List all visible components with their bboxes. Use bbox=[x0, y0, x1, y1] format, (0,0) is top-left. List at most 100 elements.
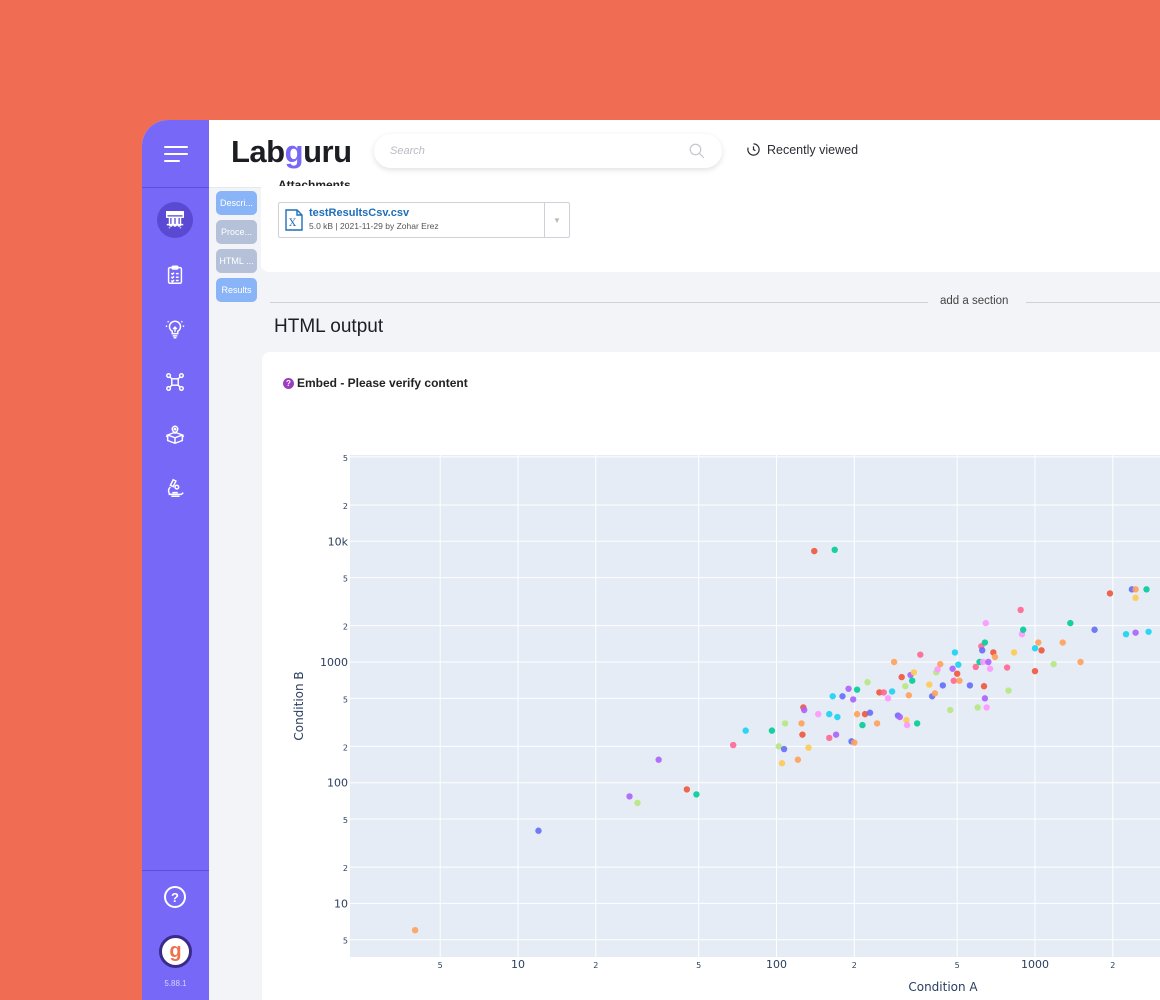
data-point[interactable] bbox=[981, 639, 989, 646]
data-point[interactable] bbox=[956, 677, 963, 684]
data-point[interactable] bbox=[851, 739, 858, 746]
data-point[interactable] bbox=[1145, 628, 1152, 635]
data-point[interactable] bbox=[986, 665, 994, 672]
data-point[interactable] bbox=[966, 682, 974, 689]
attachment-file[interactable]: X testResultsCsv.csv 5.0 kB | 2021-11-29… bbox=[278, 202, 570, 238]
data-point[interactable] bbox=[1050, 660, 1057, 668]
section-tab-results[interactable]: Results bbox=[216, 278, 257, 302]
data-point[interactable] bbox=[1077, 658, 1084, 666]
data-point[interactable] bbox=[626, 793, 633, 800]
data-point[interactable] bbox=[634, 799, 641, 807]
data-point[interactable] bbox=[1132, 629, 1139, 636]
data-point[interactable] bbox=[853, 710, 861, 718]
data-point[interactable] bbox=[985, 658, 992, 666]
sidebar-item-projects[interactable] bbox=[157, 311, 193, 347]
data-point[interactable] bbox=[768, 727, 776, 734]
data-point[interactable] bbox=[1059, 639, 1066, 646]
sidebar-item-protocols[interactable] bbox=[157, 257, 193, 293]
sidebar-item-experiments[interactable] bbox=[157, 202, 193, 238]
sidebar-item-biocollections[interactable] bbox=[157, 364, 193, 400]
labguru-logo[interactable]: Labguru bbox=[231, 134, 352, 169]
data-point[interactable] bbox=[730, 741, 737, 749]
data-point[interactable] bbox=[1122, 630, 1130, 638]
data-point[interactable] bbox=[535, 827, 542, 834]
data-point[interactable] bbox=[780, 745, 788, 753]
add-section-button[interactable]: add a section bbox=[940, 295, 1009, 307]
data-point[interactable] bbox=[794, 756, 802, 763]
data-point[interactable] bbox=[979, 647, 986, 654]
sidebar-item-inventory[interactable] bbox=[157, 417, 193, 453]
data-point[interactable] bbox=[972, 663, 979, 671]
data-point[interactable] bbox=[934, 666, 941, 673]
data-point[interactable] bbox=[866, 709, 874, 716]
data-point[interactable] bbox=[1132, 586, 1139, 593]
data-point[interactable] bbox=[849, 696, 857, 703]
data-point[interactable] bbox=[953, 670, 961, 677]
data-point[interactable] bbox=[888, 688, 896, 695]
data-point[interactable] bbox=[951, 649, 959, 656]
section-tab-html-output[interactable]: HTML ... bbox=[216, 249, 257, 273]
user-avatar[interactable]: g bbox=[159, 935, 192, 968]
data-point[interactable] bbox=[831, 546, 838, 554]
data-point[interactable] bbox=[815, 710, 822, 718]
data-point[interactable] bbox=[949, 665, 956, 672]
data-point[interactable] bbox=[1035, 639, 1042, 646]
data-point[interactable] bbox=[939, 682, 947, 689]
data-point[interactable] bbox=[861, 710, 869, 718]
data-point[interactable] bbox=[1010, 649, 1018, 656]
data-point[interactable] bbox=[884, 695, 892, 702]
data-point[interactable] bbox=[981, 695, 989, 702]
data-point[interactable] bbox=[909, 677, 916, 684]
data-point[interactable] bbox=[853, 686, 861, 693]
data-point[interactable] bbox=[864, 679, 871, 686]
data-point[interactable] bbox=[1017, 606, 1024, 614]
sidebar-item-equipment[interactable] bbox=[157, 470, 193, 506]
data-point[interactable] bbox=[979, 658, 987, 666]
data-point[interactable] bbox=[974, 704, 981, 711]
data-point[interactable] bbox=[903, 716, 910, 724]
data-point[interactable] bbox=[1067, 619, 1074, 627]
data-point[interactable] bbox=[826, 710, 833, 718]
data-point[interactable] bbox=[801, 706, 808, 714]
data-point[interactable] bbox=[913, 720, 921, 727]
data-point[interactable] bbox=[832, 731, 840, 738]
data-point[interactable] bbox=[805, 744, 812, 751]
data-point[interactable] bbox=[898, 673, 905, 681]
attachment-filename[interactable]: testResultsCsv.csv bbox=[309, 207, 410, 219]
data-point[interactable] bbox=[775, 743, 782, 750]
data-point[interactable] bbox=[781, 720, 789, 727]
data-point[interactable] bbox=[905, 692, 913, 699]
data-point[interactable] bbox=[902, 683, 909, 690]
data-point[interactable] bbox=[910, 669, 918, 676]
data-point[interactable] bbox=[859, 721, 866, 729]
data-point[interactable] bbox=[839, 693, 846, 700]
data-point[interactable] bbox=[799, 731, 806, 738]
search-input[interactable]: Search bbox=[374, 134, 722, 168]
data-point[interactable] bbox=[1005, 687, 1012, 694]
data-point[interactable] bbox=[982, 619, 989, 627]
attachment-dropdown-toggle[interactable]: ▼ bbox=[544, 203, 569, 237]
data-point[interactable] bbox=[890, 658, 898, 666]
data-point[interactable] bbox=[811, 547, 818, 555]
data-point[interactable] bbox=[1143, 586, 1150, 593]
data-point[interactable] bbox=[693, 791, 700, 798]
section-tab-description[interactable]: Descri... bbox=[216, 191, 257, 215]
help-icon[interactable]: ? bbox=[164, 886, 186, 908]
data-point[interactable] bbox=[655, 756, 662, 763]
data-point[interactable] bbox=[1031, 645, 1039, 652]
recently-viewed-button[interactable]: Recently viewed bbox=[746, 142, 858, 157]
data-point[interactable] bbox=[1091, 626, 1098, 633]
data-point[interactable] bbox=[931, 690, 939, 697]
data-point[interactable] bbox=[411, 926, 419, 934]
data-point[interactable] bbox=[1132, 594, 1139, 602]
data-point[interactable] bbox=[683, 786, 691, 793]
data-point[interactable] bbox=[778, 760, 786, 767]
data-point[interactable] bbox=[829, 693, 836, 700]
data-point[interactable] bbox=[903, 721, 911, 729]
data-point[interactable] bbox=[742, 727, 749, 734]
data-point[interactable] bbox=[937, 660, 944, 668]
data-point[interactable] bbox=[896, 713, 904, 721]
data-point[interactable] bbox=[834, 713, 841, 721]
data-point[interactable] bbox=[947, 706, 954, 714]
data-point[interactable] bbox=[926, 681, 933, 688]
